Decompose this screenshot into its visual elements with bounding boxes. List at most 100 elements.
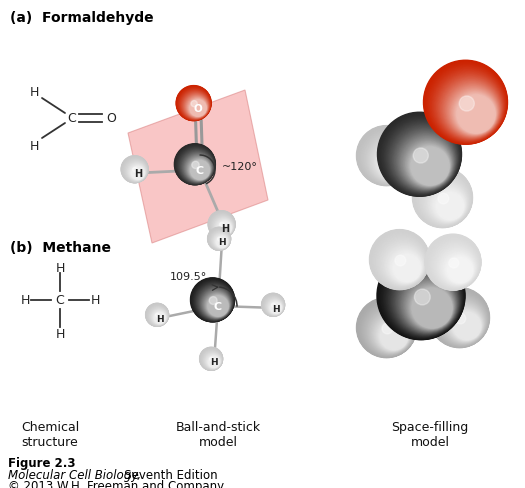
Circle shape (434, 72, 503, 142)
Circle shape (181, 151, 213, 183)
Circle shape (445, 256, 474, 284)
Circle shape (203, 351, 222, 369)
Circle shape (380, 322, 408, 350)
Circle shape (368, 139, 412, 182)
Circle shape (270, 302, 281, 314)
Circle shape (417, 173, 471, 226)
Circle shape (150, 308, 167, 325)
Circle shape (449, 259, 459, 268)
Circle shape (212, 233, 229, 249)
Circle shape (390, 251, 422, 283)
Circle shape (370, 231, 429, 290)
Circle shape (181, 151, 213, 183)
Circle shape (178, 148, 214, 184)
Circle shape (377, 252, 465, 340)
Circle shape (198, 285, 232, 320)
Circle shape (359, 301, 416, 357)
Circle shape (210, 230, 230, 250)
Circle shape (369, 311, 412, 354)
Circle shape (205, 293, 229, 317)
Circle shape (180, 150, 213, 183)
Circle shape (149, 307, 167, 325)
Circle shape (379, 114, 461, 196)
Circle shape (209, 357, 214, 362)
Circle shape (411, 148, 449, 185)
Circle shape (218, 222, 232, 235)
Circle shape (207, 295, 228, 317)
Circle shape (412, 288, 452, 328)
Circle shape (125, 161, 146, 182)
Circle shape (413, 168, 472, 228)
Circle shape (148, 305, 168, 326)
Circle shape (434, 293, 488, 346)
Circle shape (207, 355, 220, 368)
Circle shape (183, 154, 212, 183)
Circle shape (454, 92, 496, 135)
Circle shape (438, 76, 502, 140)
Circle shape (192, 280, 234, 322)
Circle shape (176, 87, 211, 121)
Circle shape (370, 140, 412, 182)
Circle shape (429, 185, 466, 223)
Circle shape (130, 165, 145, 181)
Circle shape (435, 245, 477, 287)
Circle shape (450, 310, 481, 341)
Circle shape (176, 146, 215, 185)
Circle shape (443, 81, 500, 139)
Circle shape (187, 98, 207, 118)
Circle shape (153, 312, 166, 324)
Circle shape (437, 75, 502, 141)
Circle shape (187, 158, 211, 181)
Circle shape (452, 311, 481, 341)
Circle shape (422, 177, 469, 225)
Circle shape (178, 88, 211, 121)
Circle shape (186, 157, 211, 182)
Circle shape (378, 239, 426, 287)
Circle shape (203, 351, 222, 369)
Circle shape (210, 230, 229, 250)
Circle shape (375, 145, 410, 180)
Circle shape (197, 285, 232, 320)
Circle shape (216, 219, 233, 236)
Circle shape (214, 235, 228, 248)
Circle shape (446, 257, 473, 284)
Circle shape (202, 350, 222, 370)
Circle shape (402, 139, 452, 188)
Circle shape (441, 300, 485, 344)
Circle shape (216, 236, 228, 248)
Circle shape (214, 235, 228, 248)
Circle shape (209, 213, 235, 238)
Circle shape (431, 289, 489, 347)
Circle shape (372, 233, 428, 289)
Circle shape (185, 156, 212, 182)
Circle shape (147, 305, 168, 326)
Circle shape (369, 311, 412, 354)
Circle shape (208, 356, 219, 367)
Circle shape (360, 130, 415, 185)
Circle shape (443, 302, 485, 343)
Circle shape (391, 266, 460, 335)
Circle shape (368, 138, 413, 183)
Circle shape (407, 284, 454, 330)
Circle shape (264, 296, 284, 316)
Circle shape (440, 299, 486, 345)
Circle shape (444, 254, 474, 284)
Circle shape (431, 241, 479, 288)
Circle shape (124, 159, 147, 183)
Circle shape (206, 354, 220, 368)
Circle shape (177, 147, 214, 184)
Circle shape (387, 249, 423, 284)
Circle shape (394, 255, 421, 282)
Circle shape (395, 131, 455, 191)
Circle shape (441, 251, 475, 285)
Circle shape (377, 253, 465, 340)
Circle shape (445, 83, 499, 138)
Circle shape (269, 301, 282, 314)
Circle shape (386, 247, 423, 285)
Circle shape (133, 168, 138, 173)
Circle shape (434, 191, 465, 221)
Circle shape (447, 258, 473, 283)
Circle shape (185, 95, 208, 119)
Circle shape (361, 303, 415, 356)
Circle shape (438, 297, 486, 345)
